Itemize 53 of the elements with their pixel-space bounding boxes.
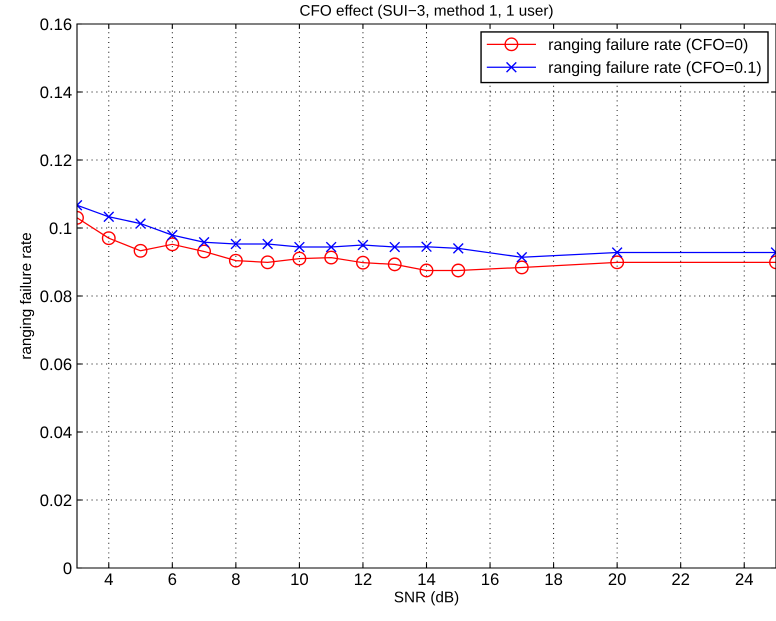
point xyxy=(389,241,400,253)
point xyxy=(357,239,369,251)
y-tick-label: 0.08 xyxy=(40,290,72,302)
y-axis-title: ranging failure rate xyxy=(20,232,34,359)
y-tick-label: 0.14 xyxy=(40,86,72,98)
y-tick-label: 0.04 xyxy=(40,426,72,438)
point xyxy=(228,254,243,268)
point xyxy=(198,236,210,248)
point xyxy=(102,231,116,246)
point xyxy=(165,237,180,252)
point xyxy=(326,241,337,253)
point xyxy=(260,255,275,270)
point xyxy=(230,238,242,250)
legend-label: ranging failure rate (CFO=0) xyxy=(549,38,748,54)
point xyxy=(452,242,464,254)
point xyxy=(420,264,434,278)
x-tick-label: 14 xyxy=(418,573,436,585)
point xyxy=(420,241,432,252)
x-tick-label: 16 xyxy=(482,573,499,586)
point xyxy=(516,252,528,263)
point xyxy=(388,257,402,272)
x-tick-label: 4 xyxy=(104,573,113,585)
legend-label: ranging failure rate (CFO=0.1) xyxy=(549,61,761,76)
point xyxy=(166,230,178,241)
point xyxy=(292,252,306,266)
x-axis-title: SNR (dB) xyxy=(394,591,458,606)
y-tick-label: 0.1 xyxy=(50,222,72,234)
point xyxy=(103,211,114,222)
x-tick-label: 8 xyxy=(232,573,240,586)
x-tick-label: 6 xyxy=(168,573,176,586)
y-tick-label: 0.06 xyxy=(40,358,72,370)
point xyxy=(451,264,466,278)
point xyxy=(134,244,148,258)
point xyxy=(612,246,623,258)
point xyxy=(134,218,146,230)
point xyxy=(356,256,370,270)
point xyxy=(294,241,305,253)
y-tick-label: 0.12 xyxy=(40,154,72,166)
x-tick-label: 12 xyxy=(354,573,372,585)
point xyxy=(262,238,274,250)
point xyxy=(197,244,212,258)
point xyxy=(610,255,624,270)
point xyxy=(514,260,529,274)
x-tick-label: 24 xyxy=(736,573,754,585)
x-tick-label: 18 xyxy=(546,573,562,586)
x-tick-label: 10 xyxy=(291,573,308,586)
y-tick-label: 0.16 xyxy=(40,18,72,30)
x-tick-label: 20 xyxy=(608,573,626,586)
point xyxy=(324,250,338,265)
x-tick-label: 22 xyxy=(672,573,690,585)
chart-title: CFO effect (SUI−3, method 1, 1 user) xyxy=(300,4,553,19)
y-tick-label: 0.02 xyxy=(40,494,72,506)
y-tick-label: 0 xyxy=(64,562,72,574)
